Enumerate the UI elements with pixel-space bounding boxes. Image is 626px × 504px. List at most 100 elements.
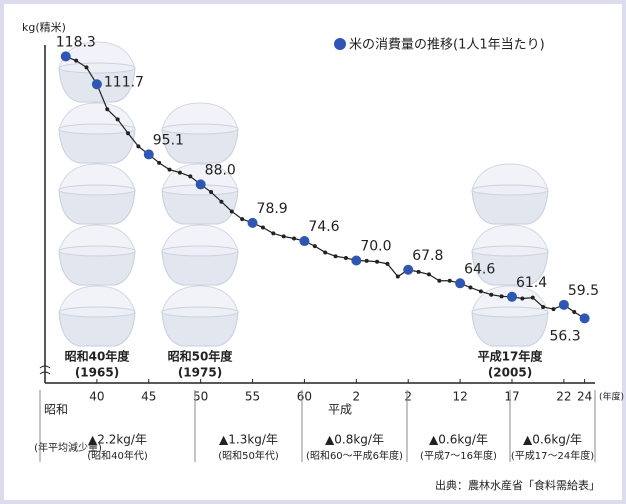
rim [58, 123, 136, 135]
point [312, 244, 317, 249]
point [551, 307, 556, 312]
rice [58, 163, 136, 191]
value-label: 70.0 [360, 238, 391, 254]
rim [161, 123, 239, 135]
rice [58, 285, 136, 313]
value-label: 61.4 [516, 275, 547, 291]
decrease-value: ▲0.6kg/年 [429, 433, 488, 447]
value-label: 88.0 [205, 162, 236, 178]
era-label: 昭和 [44, 403, 68, 417]
point [375, 259, 380, 264]
bowl-label: (2005) [488, 366, 532, 380]
decrease-value: ▲1.3kg/年 [219, 433, 278, 447]
highlight-point [558, 299, 569, 310]
bowl [161, 250, 239, 286]
highlight-point [403, 264, 414, 275]
rice [471, 224, 549, 252]
decrease-period: (昭和40年代) [87, 449, 148, 462]
x-tick-label: 12 [452, 390, 467, 404]
x-tick-label: 2 [404, 390, 412, 404]
point [167, 167, 172, 172]
rim [471, 306, 549, 318]
rim [471, 245, 549, 257]
highlight-point [506, 291, 517, 302]
era-label: 平成 [328, 403, 352, 417]
x-tick-label: 55 [245, 390, 260, 404]
rice [161, 224, 239, 252]
highlight-point [299, 236, 310, 247]
decrease-value: ▲0.8kg/年 [325, 433, 384, 447]
point [572, 310, 577, 315]
rim [161, 245, 239, 257]
point [478, 289, 483, 294]
x-tick-label: 22 [556, 390, 571, 404]
rice [161, 102, 239, 130]
point [271, 231, 276, 236]
point [84, 65, 89, 70]
bowl [58, 189, 136, 225]
highlight-point [195, 179, 206, 190]
point [157, 160, 162, 165]
point [499, 294, 504, 299]
decrease-value: ▲2.2kg/年 [88, 433, 147, 447]
point [209, 190, 214, 195]
x-tick-label: 2 [353, 390, 361, 404]
x-tick-label: 17 [504, 390, 519, 404]
rim [161, 306, 239, 318]
rice [161, 163, 239, 191]
decrease-value: ▲0.6kg/年 [523, 433, 582, 447]
highlight-point [351, 255, 362, 266]
bowl [471, 250, 549, 286]
point [105, 107, 110, 112]
rim [58, 245, 136, 257]
y-axis-label: kg(精米) [22, 21, 66, 34]
rim [58, 184, 136, 196]
point [416, 269, 421, 274]
point [292, 236, 297, 241]
rice [471, 163, 549, 191]
bowl-label: 昭和50年度 [168, 349, 234, 364]
decrease-title: (年平均減少量) [34, 441, 102, 454]
x-axis-label: (年度) [599, 391, 624, 403]
highlight-point [143, 149, 154, 160]
point [188, 174, 193, 179]
value-label: 118.3 [56, 34, 96, 50]
bowl-label: (1975) [178, 366, 222, 380]
point [136, 144, 141, 149]
highlight-point [91, 79, 102, 90]
value-label: 64.6 [464, 261, 495, 277]
bowl [58, 250, 136, 286]
point [219, 199, 224, 204]
decrease-period: (平成7～16年度) [420, 449, 497, 462]
bowl-label: (1965) [75, 366, 119, 380]
bowl-label: 平成17年度 [478, 349, 544, 364]
bowl [471, 311, 549, 347]
point [240, 217, 245, 222]
bowl [161, 189, 239, 225]
point [541, 304, 546, 309]
point [323, 250, 328, 255]
point [74, 58, 79, 63]
bowl [161, 311, 239, 347]
point [520, 296, 525, 301]
x-tick-label: 24 [577, 390, 592, 404]
point [333, 254, 338, 259]
x-tick-label: 40 [89, 390, 104, 404]
legend-marker [334, 38, 346, 50]
rim [58, 62, 136, 74]
decrease-period: (昭和50年代) [218, 449, 279, 462]
point [364, 258, 369, 263]
x-tick-label: 60 [297, 390, 312, 404]
bowl-label: 昭和40年度 [65, 349, 131, 364]
point [385, 261, 390, 266]
rim [471, 184, 549, 196]
value-label: 111.7 [104, 74, 144, 90]
rice [58, 224, 136, 252]
x-tick-label: 50 [193, 390, 208, 404]
decrease-period: (昭和60～平成6年度) [306, 449, 403, 462]
rice [58, 102, 136, 130]
bowl [161, 128, 239, 164]
bowl [471, 189, 549, 225]
bowl [58, 311, 136, 347]
